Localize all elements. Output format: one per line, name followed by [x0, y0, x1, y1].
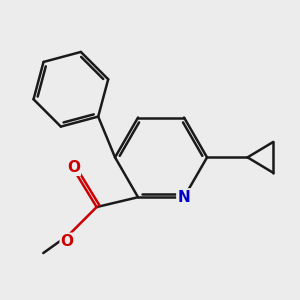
Text: N: N — [178, 190, 190, 205]
Text: O: O — [61, 234, 74, 249]
Text: O: O — [67, 160, 80, 175]
